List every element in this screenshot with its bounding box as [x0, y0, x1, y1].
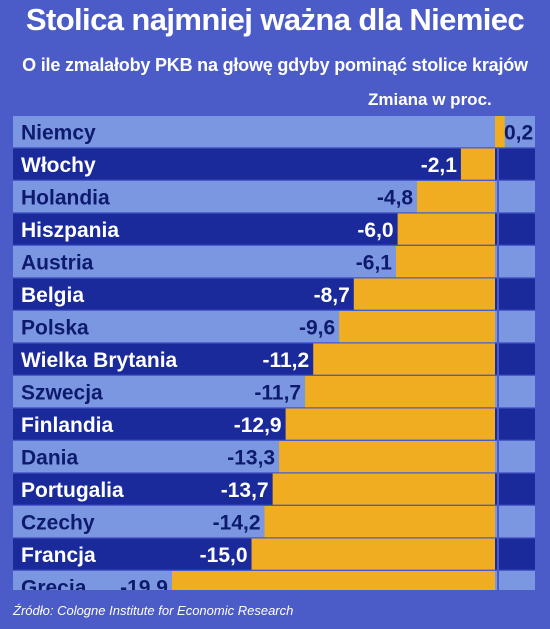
row-background: [499, 246, 535, 278]
row-background: [499, 538, 535, 570]
category-label: Francja: [21, 544, 96, 567]
row-background: [499, 181, 535, 213]
row-background: [499, 376, 535, 408]
row-background: [13, 116, 497, 148]
bar: [353, 278, 495, 310]
bar: [264, 506, 495, 538]
unit-label: Zmiana w proc.: [368, 90, 492, 109]
value-label: 0,2: [504, 122, 533, 145]
value-label: -12,9: [234, 414, 282, 437]
bar: [417, 181, 495, 213]
bar: [279, 441, 495, 473]
value-label: -6,1: [356, 252, 393, 275]
row-background: [499, 148, 535, 180]
bar: [305, 376, 495, 408]
row-background: [499, 213, 535, 245]
value-label: -6,0: [357, 219, 393, 242]
value-label: -8,7: [314, 284, 350, 307]
category-label: Polska: [21, 317, 89, 340]
row-background: [499, 473, 535, 505]
row-background: [13, 148, 497, 180]
bar: [172, 571, 495, 590]
bar: [339, 311, 495, 343]
category-label: Finlandia: [21, 414, 113, 437]
category-label: Czechy: [21, 512, 95, 535]
value-label: -14,2: [213, 512, 261, 535]
category-label: Holandia: [21, 187, 110, 210]
bar: [251, 538, 495, 570]
category-label: Włochy: [21, 154, 96, 177]
category-label: Grecja: [21, 577, 87, 590]
value-label: -13,7: [221, 479, 269, 502]
category-label: Hiszpania: [21, 219, 119, 242]
bar: [395, 246, 495, 278]
category-label: Austria: [21, 252, 94, 275]
bar-chart: Niemcy 0,2 Włochy -2,1 Holandia -4,8 Hiszpania…: [13, 116, 535, 590]
chart-subtitle: O ile zmalałoby PKB na głowę gdyby pomin…: [22, 55, 528, 75]
category-label: Wielka Brytania: [21, 349, 178, 372]
row-background: [499, 311, 535, 343]
bar: [313, 343, 495, 375]
bar: [272, 473, 495, 505]
bar: [285, 408, 495, 440]
category-label: Portugalia: [21, 479, 124, 502]
bar: [397, 213, 495, 245]
category-label: Niemcy: [21, 122, 96, 145]
row-background: [13, 181, 497, 213]
value-label: -2,1: [421, 154, 458, 177]
value-label: -15,0: [200, 544, 248, 567]
value-label: -4,8: [377, 187, 414, 210]
row-background: [499, 506, 535, 538]
row-background: [499, 441, 535, 473]
value-label: -19,9: [120, 577, 168, 590]
category-label: Belgia: [21, 284, 84, 307]
chart-title: Stolica najmniej ważna dla Niemiec: [25, 2, 525, 37]
bar: [495, 116, 505, 148]
row-background: [499, 343, 535, 375]
source-note: Źródło: Cologne Institute for Economic R…: [13, 603, 294, 618]
category-label: Dania: [21, 447, 79, 470]
bars: [172, 116, 505, 590]
value-label: -13,3: [227, 447, 275, 470]
row-background: [499, 116, 535, 148]
value-label: -9,6: [299, 317, 335, 340]
row-background: [499, 571, 535, 590]
row-background: [499, 278, 535, 310]
value-label: -11,7: [254, 382, 301, 405]
labels: Niemcy 0,2 Włochy -2,1 Holandia -4,8 Hiszpania…: [21, 122, 533, 590]
bar: [460, 148, 495, 180]
value-label: -11,2: [262, 349, 309, 372]
category-label: Szwecja: [21, 382, 103, 405]
row-background: [499, 408, 535, 440]
